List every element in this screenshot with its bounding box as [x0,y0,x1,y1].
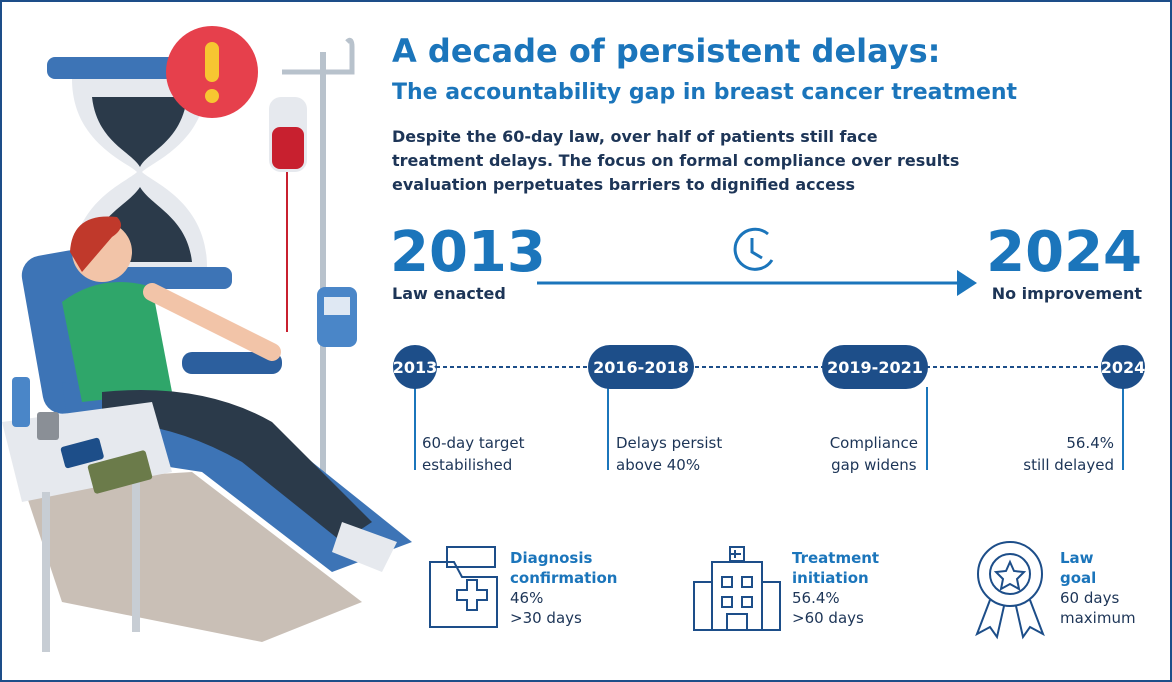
illustration-rect [722,577,732,587]
illustration-path [996,562,1024,589]
illustration-rect [132,482,140,632]
illustration-rect [324,297,350,315]
illustration-path [730,547,744,561]
illustration-circle [205,89,219,103]
illustration-rect [722,597,732,607]
illustration-rect [12,377,30,427]
title: A decade of persistent delays: [392,32,940,70]
stat-title: Diagnosis [510,548,617,568]
stat-title: Law [1060,548,1136,568]
stat-value: 46% [510,588,617,608]
note-line: still delayed [1023,454,1114,476]
end-label: No improvement [992,284,1142,303]
stat: Treatment initiation 56.4% >60 days [792,548,879,628]
note-line: 56.4% [1023,432,1114,454]
illustration-rect [317,287,357,347]
illustration-circle [978,542,1042,606]
stat: Diagnosis confirmation 46% >30 days [510,548,617,628]
illustration-rect [712,562,762,630]
stat-title: initiation [792,568,879,588]
description-line: Despite the 60-day law, over half of pat… [392,125,959,149]
note-line: above 40% [616,454,722,476]
start-label: Law enacted [392,284,506,303]
note-line: Delays persist [616,432,722,454]
description-line: treatment delays. The focus on formal co… [392,149,959,173]
illustration-rect [205,42,219,82]
subtitle: The accountability gap in breast cancer … [392,80,1017,105]
illustration-path [752,238,762,258]
illustration-rect [762,582,780,630]
infographic: A decade of persistent delays: The accou… [0,0,1172,682]
illustration-rect [37,412,59,440]
stat-title: confirmation [510,568,617,588]
stat-detail: >60 days [792,608,879,628]
milestone-pill: 2016-2018 [588,345,694,389]
illustration-rect [272,127,304,169]
clock-icon [735,229,772,269]
illustration-path [282,40,352,72]
milestone-pill: 2013 [393,345,437,389]
stat: Law goal 60 days maximum [1060,548,1136,628]
note-line: 60-day target [422,432,524,454]
description-line: evaluation perpetuates barriers to digni… [392,173,959,197]
milestone-pill: 2024 [1101,345,1145,389]
stat-value: 56.4% [792,588,879,608]
illustration-path [92,97,187,167]
illustration-rect [694,582,712,630]
milestone-note: 56.4%still delayed [1023,432,1114,476]
milestone-pill: 2019-2021 [822,345,928,389]
illustration-path [727,614,747,630]
start-year: 2013 [390,222,546,284]
illustration-path [457,580,487,610]
period-arrow-head [957,270,977,296]
illustration-rect [320,52,326,502]
note-line: gap widens [830,454,918,476]
end-year: 2024 [986,222,1142,284]
illustration-rect [742,577,752,587]
stat-detail: maximum [1060,608,1136,628]
illustration-rect [742,597,752,607]
description: Despite the 60-day law, over half of pat… [392,125,959,197]
note-line: estabilished [422,454,524,476]
illustration [2,26,412,652]
illustration-rect [42,492,50,652]
note-line: Compliance [830,432,918,454]
illustration-path [735,229,772,269]
stat-detail: >30 days [510,608,617,628]
stat-value: 60 days [1060,588,1136,608]
illustration-path [152,292,272,352]
stat-title: Treatment [792,548,879,568]
stat-title: goal [1060,568,1136,588]
